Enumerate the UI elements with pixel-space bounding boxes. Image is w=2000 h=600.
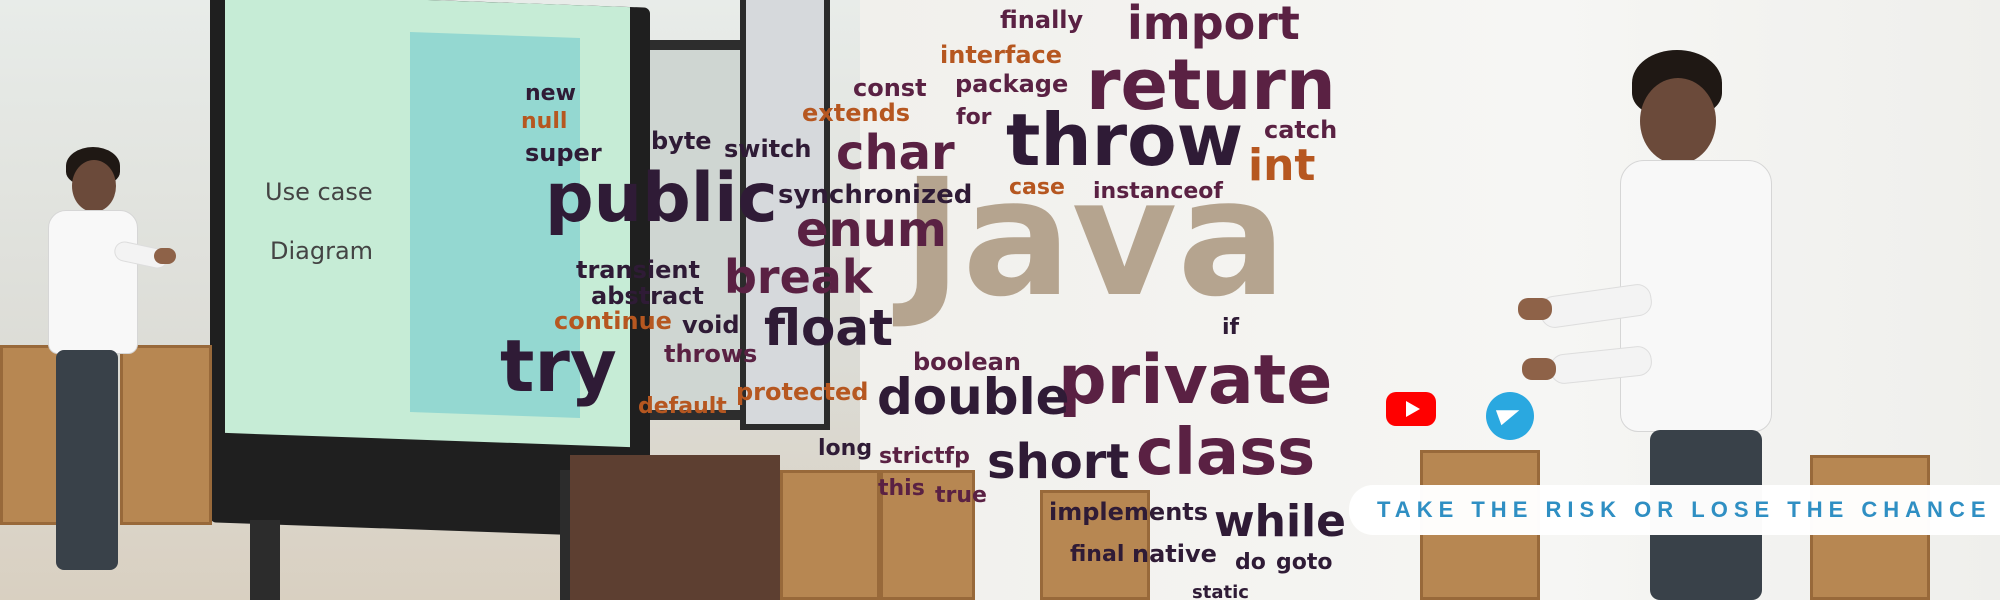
word-instanceof: instanceof xyxy=(1093,179,1223,204)
chair-center-3 xyxy=(1040,490,1150,600)
tagline-text: TAKE THE RISK OR LOSE THE CHANCE xyxy=(1377,497,1992,522)
word-case: case xyxy=(1009,175,1065,200)
person-left xyxy=(30,140,176,600)
word-null: null xyxy=(521,109,568,134)
word-protected: protected xyxy=(736,378,869,406)
person-right-hand-upper xyxy=(1518,298,1552,320)
word-short: short xyxy=(987,434,1130,490)
tagline-ribbon: TAKE THE RISK OR LOSE THE CHANCE xyxy=(1349,485,2000,535)
word-private: private xyxy=(1058,341,1333,420)
word-void: void xyxy=(682,311,740,339)
word-final: final xyxy=(1070,542,1125,567)
word-strictfp: strictfp xyxy=(879,444,970,469)
word-import: import xyxy=(1127,0,1300,50)
word-implements: implements xyxy=(1049,498,1209,526)
word-double: double xyxy=(877,368,1070,426)
word-enum: enum xyxy=(796,202,947,258)
word-continue: continue xyxy=(554,307,672,335)
chair-center-1 xyxy=(780,470,880,600)
board-text-line-1: Use case xyxy=(265,178,373,206)
word-do: do xyxy=(1235,550,1266,575)
word-package: package xyxy=(955,70,1069,98)
word-break: break xyxy=(724,250,873,304)
board-stand xyxy=(250,520,280,600)
word-catch: catch xyxy=(1264,116,1338,144)
word-super: super xyxy=(525,139,602,167)
word-true: true xyxy=(935,483,987,508)
word-synchronized: synchronized xyxy=(778,180,973,210)
chair-center-2 xyxy=(880,470,975,600)
word-throws: throws xyxy=(664,340,758,368)
teacher-desk xyxy=(570,455,780,600)
word-java: Java xyxy=(902,145,1287,333)
word-abstract: abstract xyxy=(591,282,704,310)
word-byte: byte xyxy=(651,127,712,155)
window xyxy=(740,0,830,430)
word-boolean: boolean xyxy=(913,348,1021,376)
word-throw: throw xyxy=(1006,98,1244,182)
word-char: char xyxy=(836,125,955,181)
word-default: default xyxy=(638,394,727,419)
word-goto: goto xyxy=(1276,550,1333,575)
telegram-icon[interactable] xyxy=(1486,392,1534,440)
word-if: if xyxy=(1222,315,1240,340)
word-finally: finally xyxy=(1000,6,1084,34)
word-new: new xyxy=(525,81,576,106)
chair-left-2 xyxy=(120,345,212,525)
person-left-pants xyxy=(56,350,118,570)
youtube-icon[interactable] xyxy=(1386,392,1436,426)
word-return: return xyxy=(1086,44,1336,126)
board-text-line-2: Diagram xyxy=(270,237,374,265)
word-public: public xyxy=(545,159,778,238)
word-switch: switch xyxy=(724,135,812,163)
word-transient: transient xyxy=(576,256,700,284)
word-while: while xyxy=(1214,496,1346,547)
word-extends: extends xyxy=(802,99,911,127)
word-int: int xyxy=(1248,140,1316,191)
person-left-shirt xyxy=(48,210,138,354)
person-left-head xyxy=(72,160,116,212)
word-float: float xyxy=(764,299,894,357)
word-const: const xyxy=(853,74,927,102)
word-for: for xyxy=(956,105,992,130)
social-links xyxy=(1386,392,1534,440)
word-interface: interface xyxy=(940,41,1063,69)
word-try: try xyxy=(500,324,617,408)
person-left-hand xyxy=(154,248,176,264)
word-static: static xyxy=(1192,582,1249,600)
word-long: long xyxy=(818,436,873,461)
person-right-hand-lower xyxy=(1522,358,1556,380)
word-native: native xyxy=(1132,540,1217,568)
word-this: this xyxy=(878,476,925,501)
person-right-head xyxy=(1640,78,1716,164)
word-class: class xyxy=(1136,416,1316,490)
